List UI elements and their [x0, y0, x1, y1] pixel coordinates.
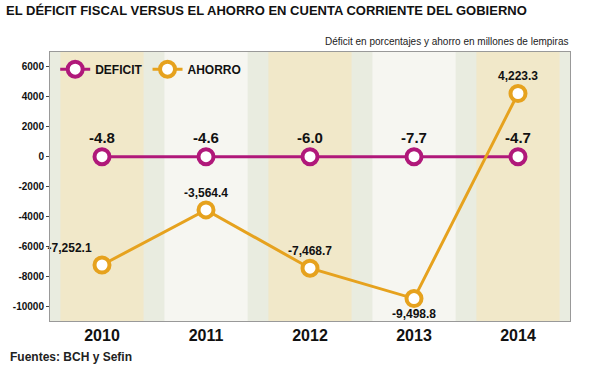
svg-text:-6.0: -6.0	[297, 129, 323, 146]
svg-text:-4000: -4000	[18, 211, 44, 222]
svg-text:AHORRO: AHORRO	[188, 63, 241, 77]
svg-text:-3,564.4: -3,564.4	[184, 186, 228, 200]
svg-text:-4.7: -4.7	[505, 129, 531, 146]
svg-text:4,223.3: 4,223.3	[498, 69, 538, 83]
svg-text:2013: 2013	[396, 327, 432, 344]
svg-text:-8000: -8000	[18, 271, 44, 282]
svg-text:-7,252.1: -7,252.1	[48, 241, 92, 255]
svg-text:2011: 2011	[189, 327, 224, 344]
svg-text:EL DÉFICIT FISCAL VERSUS EL AH: EL DÉFICIT FISCAL VERSUS EL AHORRO EN CU…	[6, 3, 527, 18]
svg-text:-9,498.8: -9,498.8	[392, 307, 436, 321]
svg-text:-6000: -6000	[18, 241, 44, 252]
svg-text:2010: 2010	[84, 327, 120, 344]
svg-text:0: 0	[38, 151, 44, 162]
svg-text:-7.7: -7.7	[401, 129, 427, 146]
svg-text:2012: 2012	[292, 327, 328, 344]
svg-text:DEFICIT: DEFICIT	[95, 63, 142, 77]
svg-text:Déficit en porcentajes y ahorr: Déficit en porcentajes y ahorro en millo…	[325, 36, 568, 47]
svg-text:-4.8: -4.8	[89, 129, 115, 146]
svg-text:-10000: -10000	[13, 301, 45, 312]
svg-text:-7,468.7: -7,468.7	[288, 244, 332, 258]
svg-text:Fuentes: BCH y Sefin: Fuentes: BCH y Sefin	[10, 350, 132, 364]
svg-text:2000: 2000	[22, 121, 45, 132]
svg-text:2014: 2014	[500, 327, 536, 344]
svg-text:-2000: -2000	[18, 181, 44, 192]
svg-text:4000: 4000	[22, 91, 45, 102]
svg-text:-4.6: -4.6	[193, 129, 219, 146]
svg-text:6000: 6000	[22, 61, 45, 72]
